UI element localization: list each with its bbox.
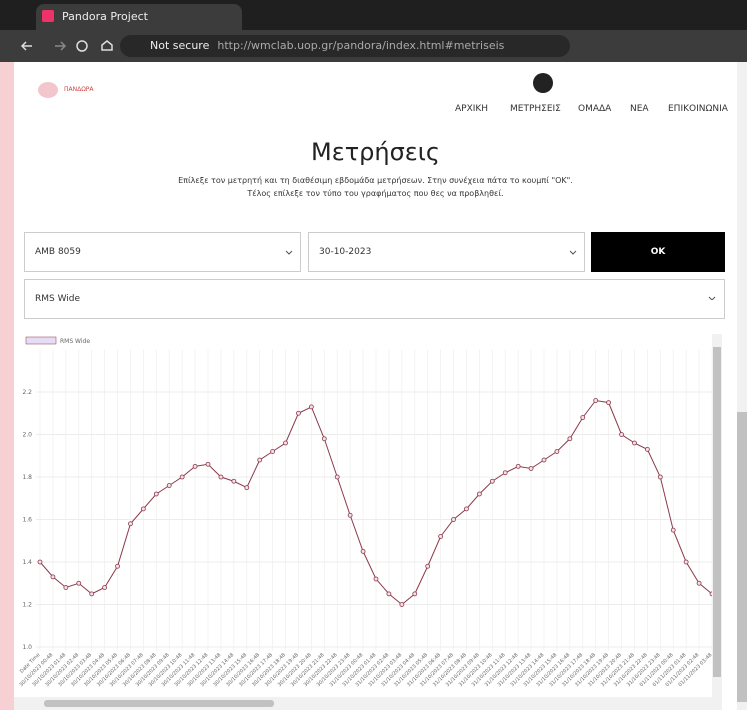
point <box>607 401 611 405</box>
point <box>542 458 546 462</box>
point <box>658 475 662 479</box>
point <box>154 492 158 496</box>
point <box>477 492 481 496</box>
point <box>335 475 339 479</box>
point <box>141 507 145 511</box>
point <box>632 441 636 445</box>
point <box>180 475 184 479</box>
point <box>400 603 404 607</box>
point <box>193 464 197 468</box>
point <box>413 592 417 596</box>
point <box>439 535 443 539</box>
point <box>464 507 468 511</box>
chart-hscroll-thumb <box>44 700 274 707</box>
point <box>555 450 559 454</box>
point <box>258 458 262 462</box>
point <box>245 486 249 490</box>
chart-bg <box>14 322 722 697</box>
y-tick-label: 1.0 <box>22 644 32 651</box>
point <box>51 575 55 579</box>
point <box>219 475 223 479</box>
point <box>271 450 275 454</box>
point <box>645 447 649 451</box>
point <box>671 528 675 532</box>
point <box>426 564 430 568</box>
point <box>206 462 210 466</box>
point <box>581 416 585 420</box>
point <box>348 513 352 517</box>
y-tick-label: 1.6 <box>22 517 32 524</box>
y-tick-label: 1.8 <box>22 474 32 481</box>
point <box>232 479 236 483</box>
point <box>529 467 533 471</box>
point <box>116 564 120 568</box>
point <box>684 560 688 564</box>
point <box>594 399 598 403</box>
page: Pandora Project Not securehttp://wmclab.… <box>0 0 747 710</box>
point <box>128 522 132 526</box>
legend-swatch <box>26 337 56 344</box>
point <box>296 411 300 415</box>
point <box>361 549 365 553</box>
point <box>103 586 107 590</box>
point <box>374 577 378 581</box>
point <box>322 437 326 441</box>
point <box>452 518 456 522</box>
point <box>620 433 624 437</box>
point <box>167 484 171 488</box>
y-tick-label: 2.0 <box>22 432 32 439</box>
point <box>516 464 520 468</box>
point <box>77 581 81 585</box>
y-tick-label: 1.4 <box>22 559 32 566</box>
legend-label: RMS Wide <box>60 338 90 345</box>
chart-vscroll-thumb <box>713 347 721 677</box>
point <box>503 471 507 475</box>
point <box>64 586 68 590</box>
point <box>38 560 42 564</box>
y-tick-label: 1.2 <box>22 602 32 609</box>
page-scrollbar[interactable] <box>737 62 747 710</box>
point <box>697 581 701 585</box>
point <box>387 592 391 596</box>
y-tick-label: 2.2 <box>22 389 32 396</box>
point <box>490 479 494 483</box>
point <box>284 441 288 445</box>
chevrons <box>0 0 747 300</box>
point <box>309 405 313 409</box>
point <box>568 437 572 441</box>
point <box>90 592 94 596</box>
